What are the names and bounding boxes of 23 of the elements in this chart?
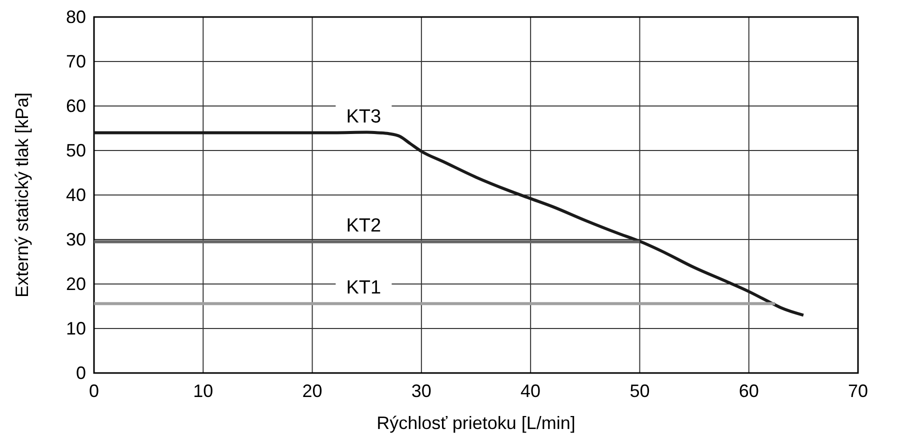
- y-axis-title: Externý statický tlak [kPa]: [12, 92, 32, 298]
- y-tick-label: 10: [66, 318, 86, 338]
- line-series: [92, 130, 805, 317]
- y-tick-label: 30: [66, 230, 86, 250]
- y-tick-label: 70: [66, 52, 86, 72]
- series-label: KT2: [346, 216, 382, 237]
- x-tick-label: 0: [88, 381, 100, 401]
- x-tick-label: 10: [193, 381, 214, 401]
- y-tick-label: 80: [66, 7, 86, 27]
- x-axis-title: Rýchlosť prietoku [L/min]: [376, 413, 576, 433]
- x-tick-label: 70: [848, 381, 868, 401]
- y-tick-label: 50: [66, 140, 86, 160]
- x-tick-label: 60: [738, 381, 759, 401]
- x-tick-label: 50: [630, 381, 650, 401]
- y-tick-label: 0: [76, 363, 86, 383]
- series-label: KT1: [346, 278, 382, 299]
- y-tick-label: 40: [66, 185, 86, 205]
- x-tick-label: 30: [411, 381, 432, 401]
- x-tick-label: 40: [520, 381, 541, 401]
- series-label: KT3: [346, 106, 382, 128]
- y-tick-label: 20: [66, 274, 86, 294]
- x-tick-label: 20: [302, 381, 322, 401]
- y-tick-label: 60: [66, 96, 86, 116]
